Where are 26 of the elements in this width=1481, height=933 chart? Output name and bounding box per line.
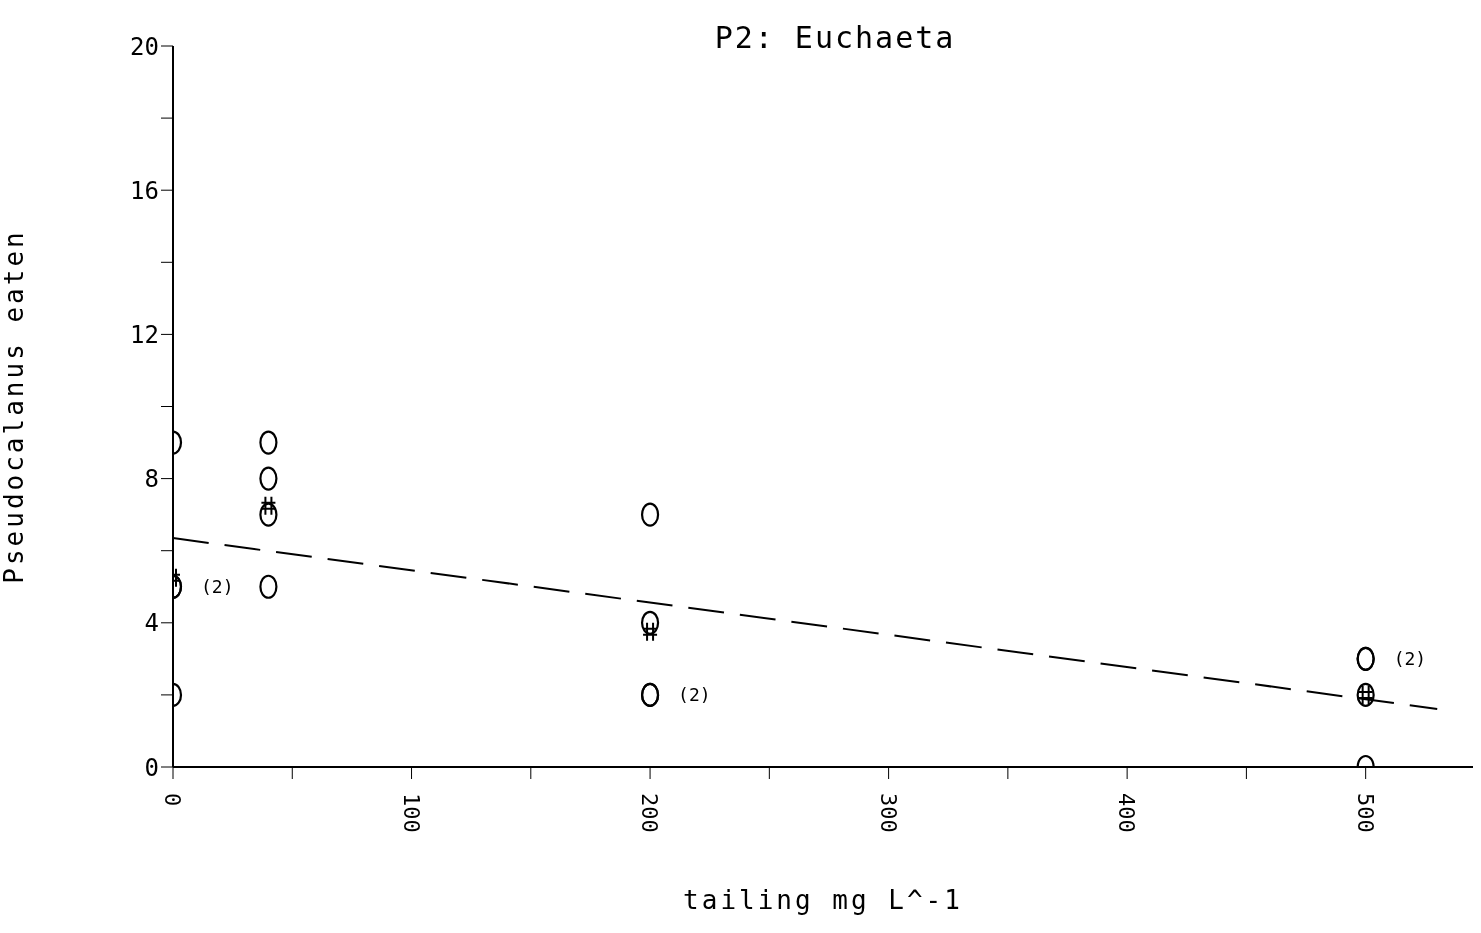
point [640, 502, 660, 527]
x-tick-label: 300 [875, 793, 901, 833]
y-axis-title: Pseudocalanus eaten [0, 229, 30, 584]
y-tick-label: 16 [130, 176, 159, 205]
x-tick-label: 400 [1114, 793, 1140, 833]
annotation: (2) [678, 684, 711, 706]
annotation: (2) [201, 576, 234, 598]
x-tick-label: 200 [637, 793, 663, 833]
y-tick-label: 0 [144, 753, 159, 782]
y-tick-label: 8 [144, 465, 159, 494]
point [260, 495, 277, 516]
point [259, 502, 278, 527]
y-tick-label: 12 [130, 320, 159, 349]
y-tick-label: 20 [130, 32, 159, 61]
x-tick-label: 100 [398, 793, 424, 833]
point [259, 430, 278, 455]
point [642, 621, 659, 642]
chart-title: P2: Euchaeta [714, 20, 956, 55]
x-tick-label: 500 [1352, 793, 1378, 833]
point [259, 466, 278, 491]
y-tick-label: 4 [144, 609, 159, 638]
x-axis-title: tailing mg L^-1 [683, 885, 963, 915]
point [640, 610, 660, 635]
x-tick-label: 0 [160, 793, 186, 807]
point [259, 574, 278, 599]
annotation: (2) [1393, 648, 1427, 670]
